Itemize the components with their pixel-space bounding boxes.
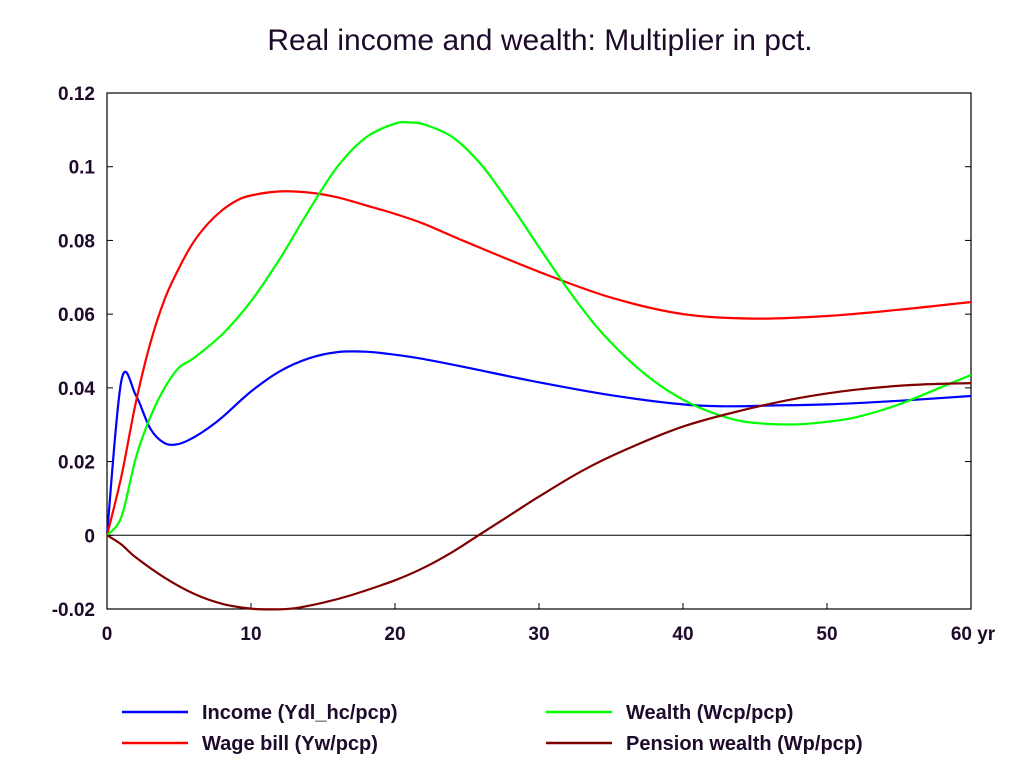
y-tick-label: -0.02 [52, 600, 95, 621]
x-tick-label: 0 [102, 624, 113, 645]
chart-title: Real income and wealth: Multiplier in pc… [267, 24, 812, 57]
series-line-pension-wealth [106, 382, 972, 611]
y-tick-label: 0 [84, 526, 95, 547]
legend-label-income: Income (Ydl_hc/pcp) [202, 702, 398, 724]
series-layer [105, 120, 972, 611]
x-tick-label: 30 [528, 624, 549, 645]
y-tick-label: 0.12 [58, 84, 95, 105]
y-tick-label: 0.08 [58, 231, 95, 252]
series-line-income [105, 350, 972, 536]
series-line-wage-bill [105, 190, 972, 536]
x-tick-label: 60 yr [951, 624, 996, 645]
plot-frame [106, 92, 972, 610]
legend-label-wealth: Wealth (Wcp/pcp) [626, 702, 793, 724]
y-tick-label: 0.02 [58, 453, 95, 474]
y-tick-label: 0.1 [69, 158, 96, 179]
legend-label-wage-bill: Wage bill (Yw/pcp) [202, 733, 378, 755]
series-line-wealth [106, 120, 972, 537]
x-tick-label: 50 [816, 624, 837, 645]
y-tick-label: 0.04 [58, 379, 95, 400]
x-tick-label: 10 [240, 624, 261, 645]
y-tick-label: 0.06 [58, 305, 95, 326]
y-axis: -0.02 0 0.02 0.04 0.06 0.08 0.1 0.12 [52, 84, 971, 621]
x-tick-label: 40 [672, 624, 693, 645]
x-tick-label: 20 [384, 624, 405, 645]
x-axis: 0 10 20 30 40 50 60 yr [102, 603, 996, 645]
legend: Income (Ydl_hc/pcp) Wage bill (Yw/pcp) Wea… [122, 702, 863, 755]
legend-label-pension-wealth: Pension wealth (Wp/pcp) [626, 733, 863, 755]
